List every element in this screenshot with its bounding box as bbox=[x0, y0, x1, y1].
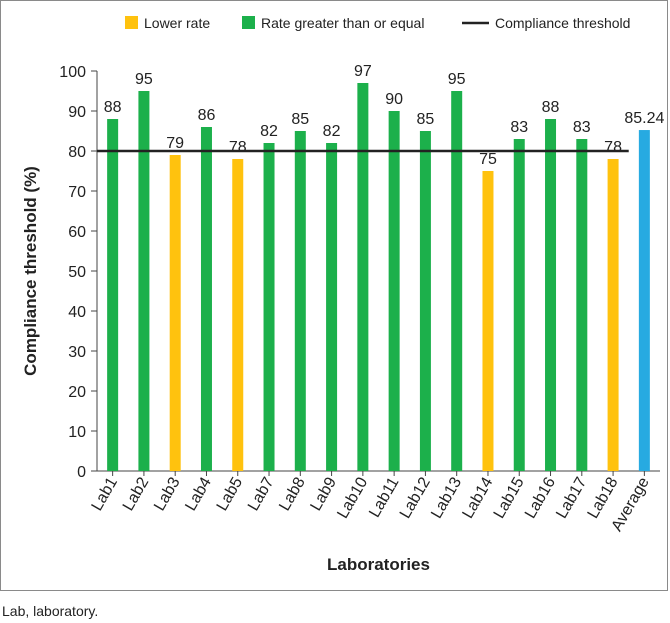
bar-lab3 bbox=[169, 155, 181, 471]
y-tick-label: 60 bbox=[68, 224, 86, 241]
x-tick-label-lab1: Lab1 bbox=[89, 474, 122, 513]
x-tick-label-lab4: Lab4 bbox=[182, 474, 215, 513]
bar-lab17 bbox=[576, 139, 588, 471]
data-label-lab10: 97 bbox=[354, 63, 372, 80]
data-label-lab14: 75 bbox=[479, 151, 497, 168]
x-tick-label-lab17: Lab17 bbox=[553, 474, 590, 521]
bar-lab1 bbox=[107, 119, 119, 471]
chart-frame bbox=[0, 0, 668, 591]
bar-lab18 bbox=[607, 159, 619, 471]
x-tick-label-lab2: Lab2 bbox=[120, 474, 153, 513]
x-tick-label-lab8: Lab8 bbox=[276, 474, 309, 513]
y-tick-label: 20 bbox=[68, 384, 86, 401]
data-label-lab9: 82 bbox=[323, 123, 341, 140]
legend-label-threshold: Compliance threshold bbox=[495, 15, 630, 31]
x-tick-label-lab3: Lab3 bbox=[151, 474, 184, 513]
data-label-lab8: 85 bbox=[291, 111, 309, 128]
data-label-lab3: 79 bbox=[166, 135, 184, 152]
data-label-lab5: 78 bbox=[229, 139, 247, 156]
y-tick-label: 0 bbox=[77, 464, 86, 481]
bar-lab10 bbox=[357, 83, 369, 471]
bar-lab8 bbox=[294, 131, 306, 471]
x-tick-label-lab9: Lab9 bbox=[308, 474, 341, 513]
bar-lab11 bbox=[388, 111, 400, 471]
bar-lab7 bbox=[263, 143, 275, 471]
data-label-lab1: 88 bbox=[104, 99, 122, 116]
x-tick-label-lab5: Lab5 bbox=[214, 474, 247, 513]
bar-average bbox=[638, 130, 650, 472]
data-label-lab2: 95 bbox=[135, 71, 153, 88]
figure-footnote: Lab, laboratory. bbox=[2, 603, 99, 619]
legend-swatch-yellow bbox=[125, 16, 138, 29]
bar-lab13 bbox=[451, 91, 463, 471]
y-tick-label: 100 bbox=[59, 64, 86, 81]
bar-lab12 bbox=[419, 131, 431, 471]
data-label-lab7: 82 bbox=[260, 123, 278, 140]
legend-swatch-green bbox=[242, 16, 255, 29]
legend-label-yellow: Lower rate bbox=[144, 15, 210, 31]
x-tick-label-lab12: Lab12 bbox=[397, 474, 434, 521]
x-axis-title: Laboratories bbox=[327, 555, 430, 574]
data-label-lab18: 78 bbox=[604, 139, 622, 156]
y-tick-label: 30 bbox=[68, 344, 86, 361]
x-tick-label-lab15: Lab15 bbox=[491, 474, 528, 521]
bar-lab14 bbox=[482, 171, 494, 471]
bar-lab4 bbox=[200, 127, 212, 471]
bar-chart: Lower rate Rate greater than or equal Comp… bbox=[21, 15, 664, 574]
data-label-lab12: 85 bbox=[417, 111, 435, 128]
data-label-average: 85.24 bbox=[624, 110, 664, 127]
legend-label-green: Rate greater than or equal bbox=[261, 15, 424, 31]
x-tick-label-lab7: Lab7 bbox=[245, 474, 278, 513]
data-label-lab15: 83 bbox=[510, 119, 528, 136]
x-tick-label-lab10: Lab10 bbox=[334, 474, 371, 521]
x-tick-label-lab14: Lab14 bbox=[459, 474, 496, 521]
y-tick-label: 50 bbox=[68, 264, 86, 281]
bar-lab9 bbox=[326, 143, 338, 471]
data-label-lab17: 83 bbox=[573, 119, 591, 136]
y-tick-label: 80 bbox=[68, 144, 86, 161]
bar-lab5 bbox=[232, 159, 244, 471]
data-label-lab16: 88 bbox=[542, 99, 560, 116]
data-label-lab4: 86 bbox=[198, 107, 216, 124]
bar-lab15 bbox=[513, 139, 525, 471]
data-label-lab11: 90 bbox=[385, 91, 403, 108]
x-tick-label-lab13: Lab13 bbox=[428, 474, 465, 521]
y-tick-label: 10 bbox=[68, 424, 86, 441]
bar-lab2 bbox=[138, 91, 150, 471]
x-tick-label-lab16: Lab16 bbox=[522, 474, 559, 521]
y-tick-label: 90 bbox=[68, 104, 86, 121]
y-tick-label: 70 bbox=[68, 184, 86, 201]
y-axis-title: Compliance threshold (%) bbox=[21, 166, 40, 376]
bar-lab16 bbox=[545, 119, 557, 471]
data-label-lab13: 95 bbox=[448, 71, 466, 88]
y-tick-label: 40 bbox=[68, 304, 86, 321]
